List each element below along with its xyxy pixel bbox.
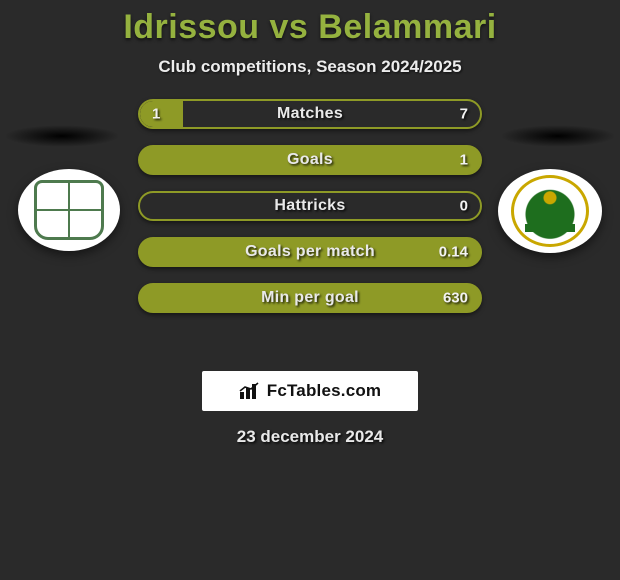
club-crest-right-icon [511, 175, 589, 247]
stat-value-right: 630 [443, 290, 468, 307]
stat-label: Goals [287, 151, 333, 169]
page-title: Idrissou vs Belammari [0, 0, 620, 47]
brand-chart-icon [239, 382, 261, 400]
page-subtitle: Club competitions, Season 2024/2025 [0, 57, 620, 77]
stat-label: Min per goal [261, 289, 359, 307]
stat-label: Hattricks [274, 197, 345, 215]
stat-label: Goals per match [245, 243, 375, 261]
club-crest-left [18, 169, 120, 251]
club-crest-left-icon [34, 180, 104, 240]
stat-value-left: 1 [152, 106, 160, 123]
comparison-stage: 1 Matches 7 Goals 1 Hattricks 0 Goals per match… [0, 99, 620, 359]
stat-bars: 1 Matches 7 Goals 1 Hattricks 0 Goals per match… [138, 99, 482, 329]
player-shadow-left [4, 125, 120, 147]
stat-value-right: 0.14 [439, 244, 468, 261]
brand-text: FcTables.com [267, 381, 382, 401]
stat-label: Matches [277, 105, 343, 123]
brand-badge: FcTables.com [202, 371, 418, 411]
stat-bar-goals-per-match: Goals per match 0.14 [138, 237, 482, 267]
stat-bar-hattricks: Hattricks 0 [138, 191, 482, 221]
stat-bar-goals: Goals 1 [138, 145, 482, 175]
stat-value-right: 1 [460, 152, 468, 169]
stat-value-right: 0 [460, 198, 468, 215]
stat-bar-fill [140, 101, 183, 127]
snapshot-date: 23 december 2024 [0, 427, 620, 447]
player-shadow-right [500, 125, 616, 147]
stat-value-right: 7 [460, 106, 468, 123]
stat-bar-min-per-goal: Min per goal 630 [138, 283, 482, 313]
stat-bar-matches: 1 Matches 7 [138, 99, 482, 129]
club-crest-right [498, 169, 602, 253]
